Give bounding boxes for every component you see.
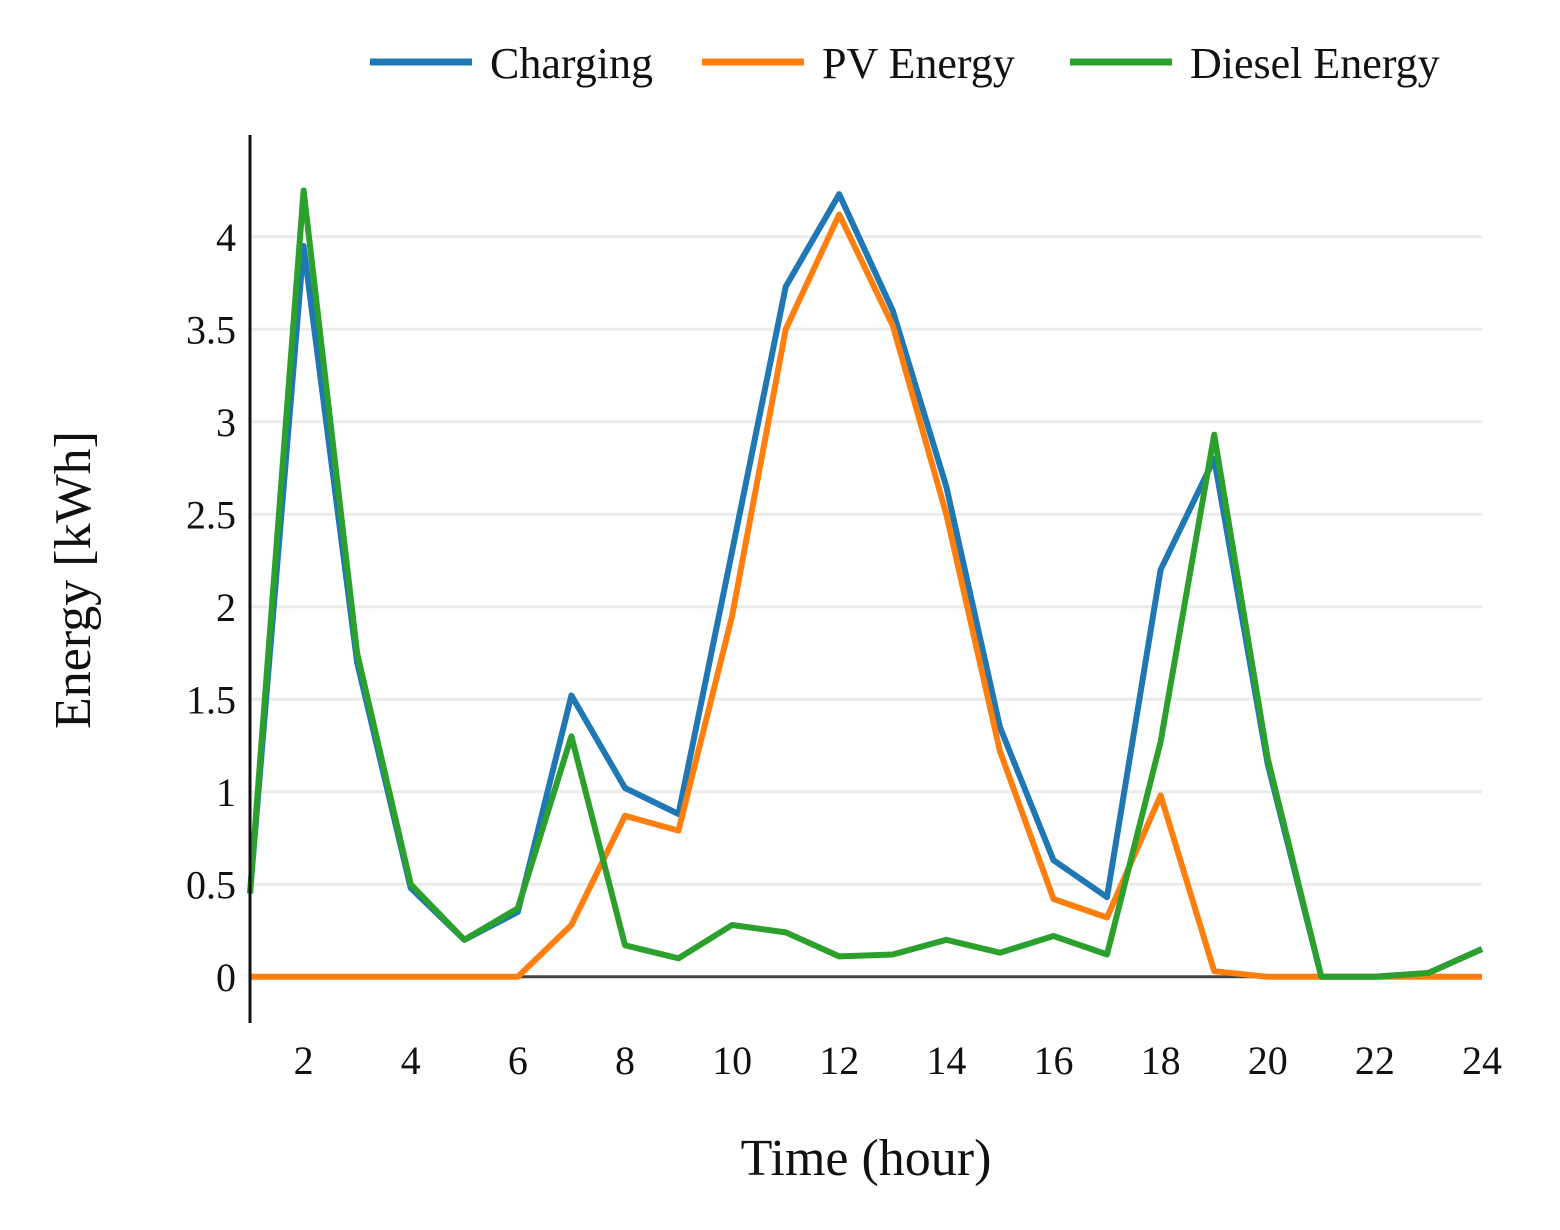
x-tick-label-4: 10 xyxy=(712,1038,752,1083)
legend-label-pv-energy: PV Energy xyxy=(822,39,1015,88)
y-tick-labels: 0 0.5 1 1.5 2 2.5 3 3.5 4 xyxy=(186,215,236,1000)
y-tick-label-8: 4 xyxy=(216,215,236,260)
y-tick-label-6: 3 xyxy=(216,400,236,445)
series-layer xyxy=(247,187,1484,980)
y-tick-label-2: 1 xyxy=(216,770,236,815)
y-axis-title: Energy [kWh] xyxy=(45,431,102,729)
x-tick-label-7: 16 xyxy=(1033,1038,1073,1083)
x-tick-label-3: 8 xyxy=(615,1038,635,1083)
x-tick-labels: 2 4 6 8 10 12 14 16 18 20 22 24 xyxy=(294,1038,1502,1083)
x-tick-label-11: 24 xyxy=(1462,1038,1502,1083)
x-tick-label-5: 12 xyxy=(819,1038,859,1083)
x-tick-label-2: 6 xyxy=(508,1038,528,1083)
x-tick-label-9: 20 xyxy=(1248,1038,1288,1083)
x-tick-label-6: 14 xyxy=(926,1038,966,1083)
series-line-pv-energy xyxy=(250,211,1482,980)
y-tick-label-4: 2 xyxy=(216,585,236,630)
y-tick-label-0: 0 xyxy=(216,955,236,1000)
legend: Charging PV Energy Diesel Energy xyxy=(370,39,1440,88)
y-tick-label-5: 2.5 xyxy=(186,492,236,537)
series-line-charging xyxy=(247,191,1484,980)
legend-label-diesel-energy: Diesel Energy xyxy=(1190,39,1440,88)
x-axis-title: Time (hour) xyxy=(741,1130,992,1187)
y-tick-label-7: 3.5 xyxy=(186,307,236,352)
grid-lines xyxy=(250,235,1482,886)
y-tick-label-1: 0.5 xyxy=(186,862,236,907)
legend-label-charging: Charging xyxy=(490,39,653,88)
x-tick-label-0: 2 xyxy=(294,1038,314,1083)
x-tick-label-8: 18 xyxy=(1141,1038,1181,1083)
y-tick-label-3: 1.5 xyxy=(186,677,236,722)
series-line-diesel-energy xyxy=(247,187,1484,980)
x-tick-label-1: 4 xyxy=(401,1038,421,1083)
x-tick-label-10: 22 xyxy=(1355,1038,1395,1083)
